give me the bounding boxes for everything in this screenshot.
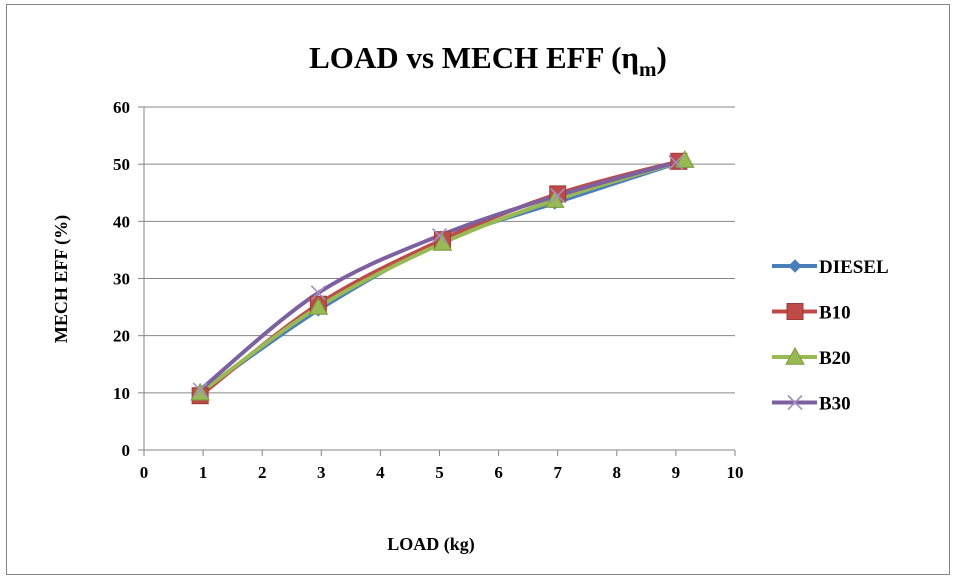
series-line-b30 (198, 160, 678, 392)
y-tick-label: 40 (113, 212, 130, 231)
y-tick-label: 50 (113, 155, 130, 174)
marker-x-stroke (431, 228, 448, 244)
x-tick-label: 0 (140, 463, 149, 482)
x-axis-label: LOAD (kg) (387, 534, 475, 555)
data-point-b20 (674, 150, 695, 168)
axes (138, 106, 736, 456)
y-axis-label: MECH EFF (%) (51, 215, 72, 343)
marker-x-stroke (310, 285, 326, 301)
marker-x-stroke (550, 188, 566, 204)
x-tick-label: 2 (258, 463, 267, 482)
legend-marker-b10 (786, 303, 804, 320)
legend-label-b20: B20 (819, 348, 851, 369)
gridlines (144, 106, 735, 394)
series-line-b20 (198, 158, 687, 395)
data-point-b30 (550, 188, 566, 204)
x-tick-label: 9 (672, 463, 681, 482)
y-tick-labels: 0 10 20 30 40 50 60 (113, 98, 130, 460)
chart-frame (6, 4, 950, 575)
x-tick-label: 10 (727, 463, 744, 482)
marker-x-stroke (192, 382, 208, 398)
x-tick-labels: 0 1 2 3 4 5 6 7 8 9 10 (140, 463, 744, 482)
legend-label-diesel: DIESEL (819, 257, 889, 278)
data-point-b30 (310, 285, 326, 301)
x-tick-label: 5 (435, 463, 444, 482)
data-point-b30 (668, 154, 684, 171)
data-point-b20 (190, 382, 210, 401)
marker-x-stroke (787, 394, 803, 411)
legend-label-b30: B30 (819, 394, 851, 415)
y-tick-label: 20 (113, 327, 130, 346)
legend: DIESEL B10 B20 B30 (772, 257, 889, 415)
series-group (190, 150, 695, 405)
y-tick-label: 0 (122, 441, 131, 460)
y-tick-label: 10 (113, 384, 130, 403)
x-tick-label: 1 (199, 463, 208, 482)
data-point-b30 (431, 228, 448, 244)
x-tick-label: 3 (317, 463, 326, 482)
x-tick-label: 6 (494, 463, 503, 482)
y-tick-label: 60 (113, 98, 130, 117)
legend-marker-b30 (787, 394, 803, 411)
x-tick-label: 4 (376, 463, 385, 482)
x-tick-label: 7 (553, 463, 562, 482)
x-tick-label: 8 (613, 463, 622, 482)
data-point-b30 (192, 382, 208, 398)
legend-label-b10: B10 (819, 303, 851, 324)
data-point-b20 (308, 297, 329, 315)
chart-title: LOAD vs MECH EFF (ηm) (309, 40, 667, 81)
series-line-diesel (198, 160, 681, 395)
legend-marker-b20 (785, 346, 805, 365)
marker-x-stroke (668, 154, 684, 171)
y-tick-label: 30 (113, 270, 130, 289)
legend-marker-diesel (788, 259, 802, 273)
